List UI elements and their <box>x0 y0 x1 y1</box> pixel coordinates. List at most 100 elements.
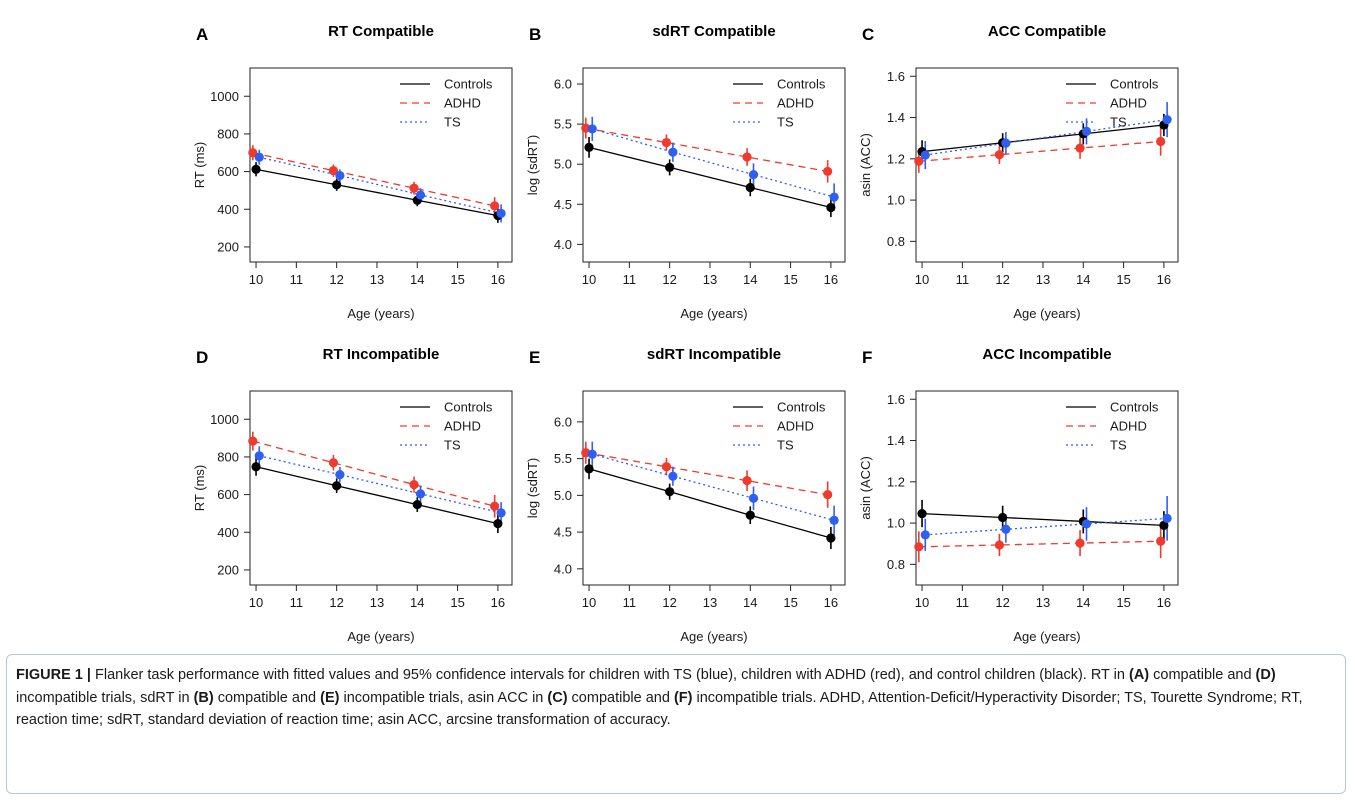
y-tick-label: 4.0 <box>554 561 572 576</box>
legend-label: TS <box>777 115 794 130</box>
y-tick-label: 1.0 <box>887 516 905 531</box>
panel-letter: A <box>196 25 208 44</box>
y-tick-label: 4.0 <box>554 237 572 252</box>
x-tick-label: 16 <box>1157 595 1171 610</box>
y-axis-label: RT (ms) <box>192 142 207 188</box>
figure: A RT Compatible 200 400 600 800 1000 10 11 12 13 14… <box>192 23 1179 644</box>
data-point-ts <box>1081 519 1092 529</box>
legend-label: TS <box>444 438 461 453</box>
x-tick-label: 13 <box>703 595 717 610</box>
data-point-adhd <box>409 480 419 490</box>
y-tick-label: 1.6 <box>887 392 905 407</box>
y-axis-label: asin (ACC) <box>858 456 873 520</box>
y-tick-label: 5.0 <box>554 157 572 172</box>
y-tick-label: 1.2 <box>887 474 905 489</box>
x-axis-label: Age (years) <box>347 306 414 321</box>
data-point-controls <box>584 142 594 152</box>
x-tick-label: 10 <box>249 595 263 610</box>
series-line-ts <box>592 453 835 521</box>
plot-frame <box>915 67 1179 263</box>
data-point-adhd <box>823 490 833 500</box>
data-point-ts <box>668 147 678 157</box>
data-point-ts <box>829 192 839 202</box>
legend-label: Controls <box>1110 400 1159 415</box>
series-line-controls <box>922 512 1164 527</box>
data-point-controls <box>251 164 261 174</box>
x-tick-label: 12 <box>329 595 343 610</box>
data-point-controls <box>826 202 836 213</box>
data-point-ts <box>496 208 506 219</box>
x-tick-label: 15 <box>450 595 464 610</box>
data-point-controls <box>745 182 755 193</box>
y-tick-label: 5.5 <box>554 117 572 132</box>
caption-segment: incompatible trials, sdRT in <box>16 689 194 706</box>
x-axis-label: Age (years) <box>1013 629 1080 644</box>
x-tick-label: 16 <box>491 595 505 610</box>
panel-title: RT Compatible <box>328 23 434 40</box>
panel-letter: C <box>862 25 874 44</box>
caption-bold-segment: FIGURE 1 | <box>16 667 91 683</box>
x-tick-label: 15 <box>1116 595 1130 610</box>
data-point-adhd <box>328 458 339 468</box>
plot-frame <box>915 390 1179 586</box>
legend-label: ADHD <box>1110 419 1147 434</box>
x-tick-label: 14 <box>1076 272 1090 287</box>
series-line-controls <box>588 468 832 539</box>
data-point-adhd <box>914 156 924 166</box>
series-line-adhd <box>918 540 1161 548</box>
series-line-controls <box>255 168 499 217</box>
panel-title: sdRT Incompatible <box>647 346 781 363</box>
data-point-adhd <box>823 166 833 177</box>
y-tick-label: 1.4 <box>887 110 905 125</box>
figure-caption: FIGURE 1 | Flanker task performance with… <box>6 654 1346 794</box>
y-tick-label: 1.6 <box>887 69 905 84</box>
legend-label: ADHD <box>444 96 481 111</box>
x-tick-label: 11 <box>623 595 637 610</box>
y-tick-label: 600 <box>217 164 239 179</box>
data-point-ts <box>254 152 264 162</box>
data-point-controls <box>665 162 675 173</box>
legend-label: TS <box>1110 115 1127 130</box>
x-tick-label: 11 <box>956 272 970 287</box>
x-tick-label: 14 <box>410 272 424 287</box>
y-tick-label: 800 <box>217 126 239 141</box>
y-tick-label: 1000 <box>210 412 239 427</box>
x-tick-label: 11 <box>290 272 304 287</box>
panel-letter: F <box>862 348 872 367</box>
legend-label: TS <box>777 438 794 453</box>
caption-bold-segment: (F) <box>673 689 693 706</box>
panel-letter: E <box>529 348 540 367</box>
panel-title: RT Incompatible <box>323 346 440 363</box>
series-line-ts <box>925 517 1168 536</box>
data-point-ts <box>1001 138 1011 148</box>
y-tick-label: 200 <box>217 562 239 577</box>
x-tick-label: 14 <box>410 595 424 610</box>
x-tick-label: 16 <box>491 272 505 287</box>
series-line-adhd <box>585 127 828 173</box>
legend-label: Controls <box>777 400 826 415</box>
y-tick-label: 0.8 <box>887 557 905 572</box>
caption-bold-segment: (C) <box>547 689 568 706</box>
data-point-ts <box>496 508 506 518</box>
data-point-ts <box>1081 126 1092 136</box>
y-axis-label: asin (ACC) <box>858 133 873 197</box>
panel-title: ACC Incompatible <box>982 346 1111 363</box>
y-tick-label: 400 <box>217 525 239 540</box>
data-point-ts <box>668 471 678 481</box>
legend-label: Controls <box>444 77 493 92</box>
panel-letter: D <box>196 348 208 367</box>
data-point-ts <box>920 530 930 540</box>
caption-bold-segment: (A) <box>1129 667 1150 683</box>
x-tick-label: 10 <box>249 272 263 287</box>
series-line-adhd <box>252 440 495 507</box>
legend-label: ADHD <box>777 419 814 434</box>
x-tick-label: 12 <box>995 595 1009 610</box>
y-tick-label: 6.0 <box>554 77 572 92</box>
y-tick-label: 4.5 <box>554 197 572 212</box>
data-point-controls <box>584 464 594 474</box>
legend-label: TS <box>1110 438 1127 453</box>
x-tick-label: 15 <box>783 272 797 287</box>
y-tick-label: 1.0 <box>887 193 905 208</box>
x-tick-label: 11 <box>290 595 304 610</box>
